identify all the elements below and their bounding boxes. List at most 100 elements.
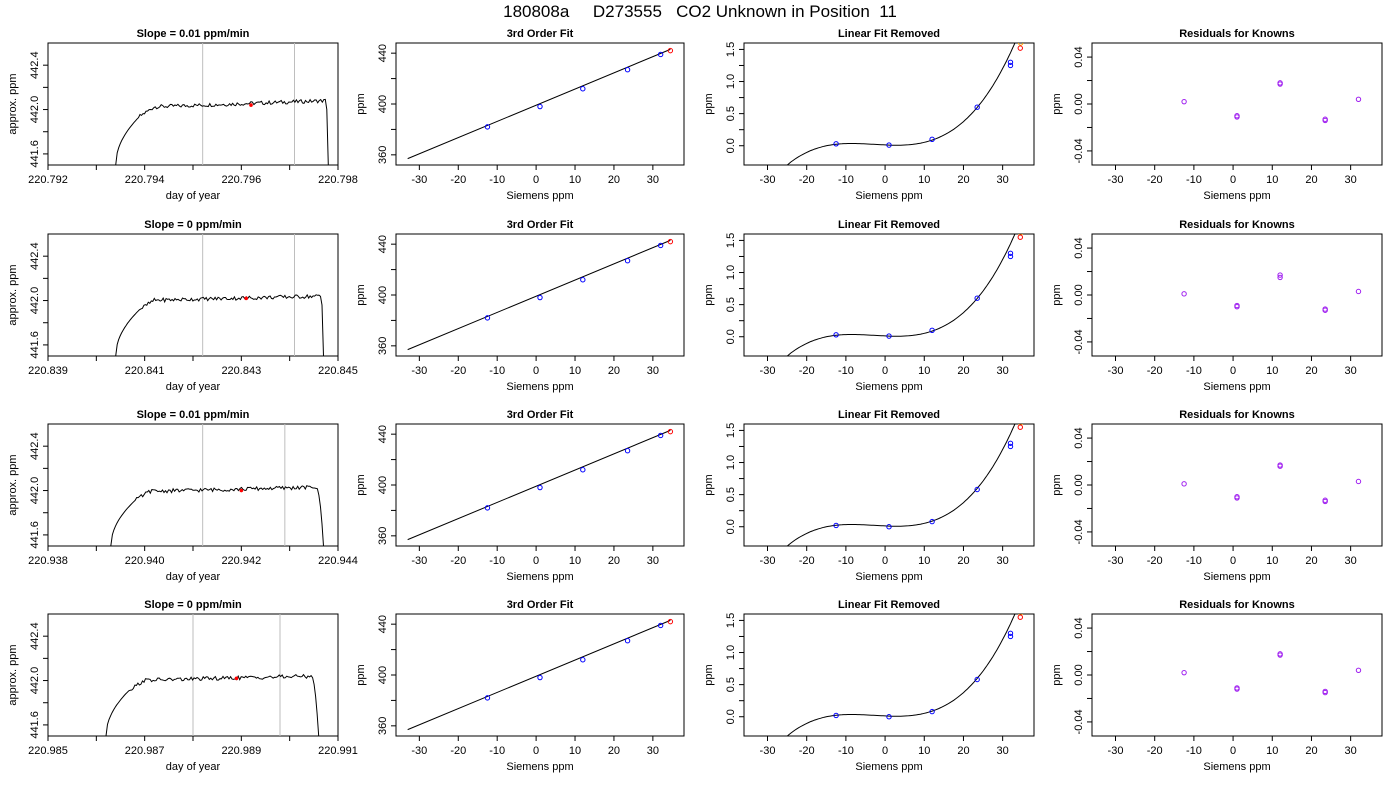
plot-area bbox=[1181, 80, 1362, 124]
chart-panel: Linear Fit Removed -30 -20 -10 0 10 20 30 0.0 0.5… bbox=[703, 28, 1035, 202]
residual-point bbox=[1277, 463, 1283, 469]
x-tick-label: -20 bbox=[450, 745, 466, 757]
known-point bbox=[886, 524, 892, 530]
x-tick-label: 220.985 bbox=[28, 745, 68, 757]
chart-title: Residuals for Knowns bbox=[1179, 599, 1295, 611]
y-tick-label: 0.0 bbox=[725, 519, 737, 534]
chart-title: Linear Fit Removed bbox=[838, 219, 940, 231]
x-tick-label: -10 bbox=[838, 365, 854, 377]
residual-point bbox=[1355, 96, 1362, 103]
known-point bbox=[929, 327, 935, 334]
y-tick-label: 360 bbox=[377, 146, 389, 164]
sample-point bbox=[244, 296, 248, 301]
known-point bbox=[657, 51, 664, 58]
plot-area bbox=[786, 614, 1024, 736]
unknown-point bbox=[1017, 424, 1023, 430]
chart-panel: Linear Fit Removed -30 -20 -10 0 10 20 30 0.0 0.5… bbox=[703, 219, 1035, 393]
residual-point bbox=[1181, 291, 1187, 297]
y-tick-label: 0.04 bbox=[1073, 427, 1085, 448]
x-tick-label: 10 bbox=[569, 174, 581, 186]
y-tick-label: 442.4 bbox=[29, 242, 41, 270]
y-axis-label: approx. ppm bbox=[7, 454, 19, 515]
plot-area bbox=[1181, 651, 1362, 696]
known-point bbox=[833, 141, 839, 147]
y-tick-label: 0.00 bbox=[1073, 93, 1085, 114]
x-axis-label: day of year bbox=[166, 761, 221, 773]
unknown-point bbox=[667, 618, 674, 625]
x-tick-label: 220.940 bbox=[125, 555, 165, 567]
x-tick-label: -30 bbox=[411, 174, 427, 186]
x-tick-label: -30 bbox=[1108, 174, 1124, 186]
y-axis-label: ppm bbox=[355, 474, 367, 495]
plot-frame bbox=[743, 613, 1035, 737]
chart-panel: 3rd Order Fit -30 -20 -10 0 10 20 30 360 400 440 Si… bbox=[355, 219, 685, 393]
y-tick-label: 0.5 bbox=[725, 487, 737, 502]
plot-area bbox=[786, 43, 1024, 165]
x-tick-label: 30 bbox=[1345, 365, 1357, 377]
known-point bbox=[624, 257, 631, 264]
y-axis-label: ppm bbox=[1051, 93, 1063, 114]
x-tick-label: 30 bbox=[647, 745, 659, 757]
chart-panel: Residuals for Knowns -30 -20 -10 0 10 20 30 -0.0… bbox=[1051, 409, 1383, 583]
chart-title: 3rd Order Fit bbox=[507, 409, 574, 421]
x-tick-label: 0 bbox=[533, 365, 539, 377]
known-point bbox=[657, 432, 664, 439]
known-point bbox=[929, 136, 935, 143]
x-tick-label: 20 bbox=[608, 365, 620, 377]
x-axis-label: day of year bbox=[166, 571, 221, 583]
chart-title: Slope = 0.01 ppm/min bbox=[137, 28, 250, 40]
x-tick-label: -30 bbox=[411, 555, 427, 567]
y-tick-label: 0.04 bbox=[1073, 46, 1085, 67]
y-tick-label: 1.0 bbox=[725, 455, 737, 470]
known-point bbox=[624, 637, 631, 644]
data-trace bbox=[115, 98, 329, 165]
x-tick-label: -10 bbox=[1186, 365, 1202, 377]
known-point bbox=[974, 676, 980, 683]
y-axis-label: ppm bbox=[703, 474, 715, 495]
x-axis-label: Siemens ppm bbox=[1203, 381, 1270, 393]
x-axis-label: Siemens ppm bbox=[1203, 190, 1270, 202]
x-tick-label: 0 bbox=[882, 745, 888, 757]
chart-title: Slope = 0 ppm/min bbox=[144, 599, 242, 611]
x-tick-label: 30 bbox=[647, 365, 659, 377]
x-tick-label: -10 bbox=[838, 555, 854, 567]
unknown-point bbox=[667, 47, 674, 54]
x-tick-label: -20 bbox=[1147, 745, 1163, 757]
known-point bbox=[1007, 630, 1014, 636]
chart-title: Linear Fit Removed bbox=[838, 599, 940, 611]
x-tick-label: -20 bbox=[799, 365, 815, 377]
plot-frame bbox=[1091, 423, 1383, 547]
x-tick-label: 10 bbox=[918, 745, 930, 757]
x-tick-label: 10 bbox=[918, 174, 930, 186]
x-tick-label: 30 bbox=[647, 174, 659, 186]
x-tick-label: 20 bbox=[957, 745, 969, 757]
x-tick-label: 10 bbox=[569, 555, 581, 567]
plot-area bbox=[115, 43, 329, 165]
x-tick-label: -30 bbox=[1108, 555, 1124, 567]
x-tick-label: 220.944 bbox=[318, 555, 358, 567]
y-axis-label: ppm bbox=[355, 284, 367, 305]
x-tick-label: 10 bbox=[918, 365, 930, 377]
y-tick-label: 0.04 bbox=[1073, 237, 1085, 258]
plot-area bbox=[786, 234, 1024, 356]
x-tick-label: 20 bbox=[1305, 365, 1317, 377]
x-tick-label: 20 bbox=[957, 555, 969, 567]
fit-line bbox=[407, 239, 671, 351]
orange-point bbox=[1017, 43, 1024, 46]
x-tick-label: 220.989 bbox=[221, 745, 261, 757]
y-tick-label: -0.04 bbox=[1073, 329, 1085, 354]
residual-point bbox=[1234, 686, 1240, 692]
chart-title: Residuals for Knowns bbox=[1179, 409, 1295, 421]
y-tick-label: 1.5 bbox=[725, 613, 737, 628]
y-tick-label: -0.04 bbox=[1073, 519, 1085, 544]
y-tick-label: 441.6 bbox=[29, 331, 41, 359]
x-tick-label: 10 bbox=[1266, 174, 1278, 186]
chart-panel: Slope = 0.01 ppm/min 220.938 220.940 220.94… bbox=[7, 409, 358, 583]
plot-area bbox=[407, 618, 674, 731]
y-tick-label: 400 bbox=[377, 666, 389, 684]
x-tick-label: 0 bbox=[1230, 365, 1236, 377]
fit-line bbox=[407, 429, 671, 541]
chart-panel: Residuals for Knowns -30 -20 -10 0 10 20 30 -0.0… bbox=[1051, 28, 1383, 202]
y-tick-label: 1.5 bbox=[725, 233, 737, 248]
